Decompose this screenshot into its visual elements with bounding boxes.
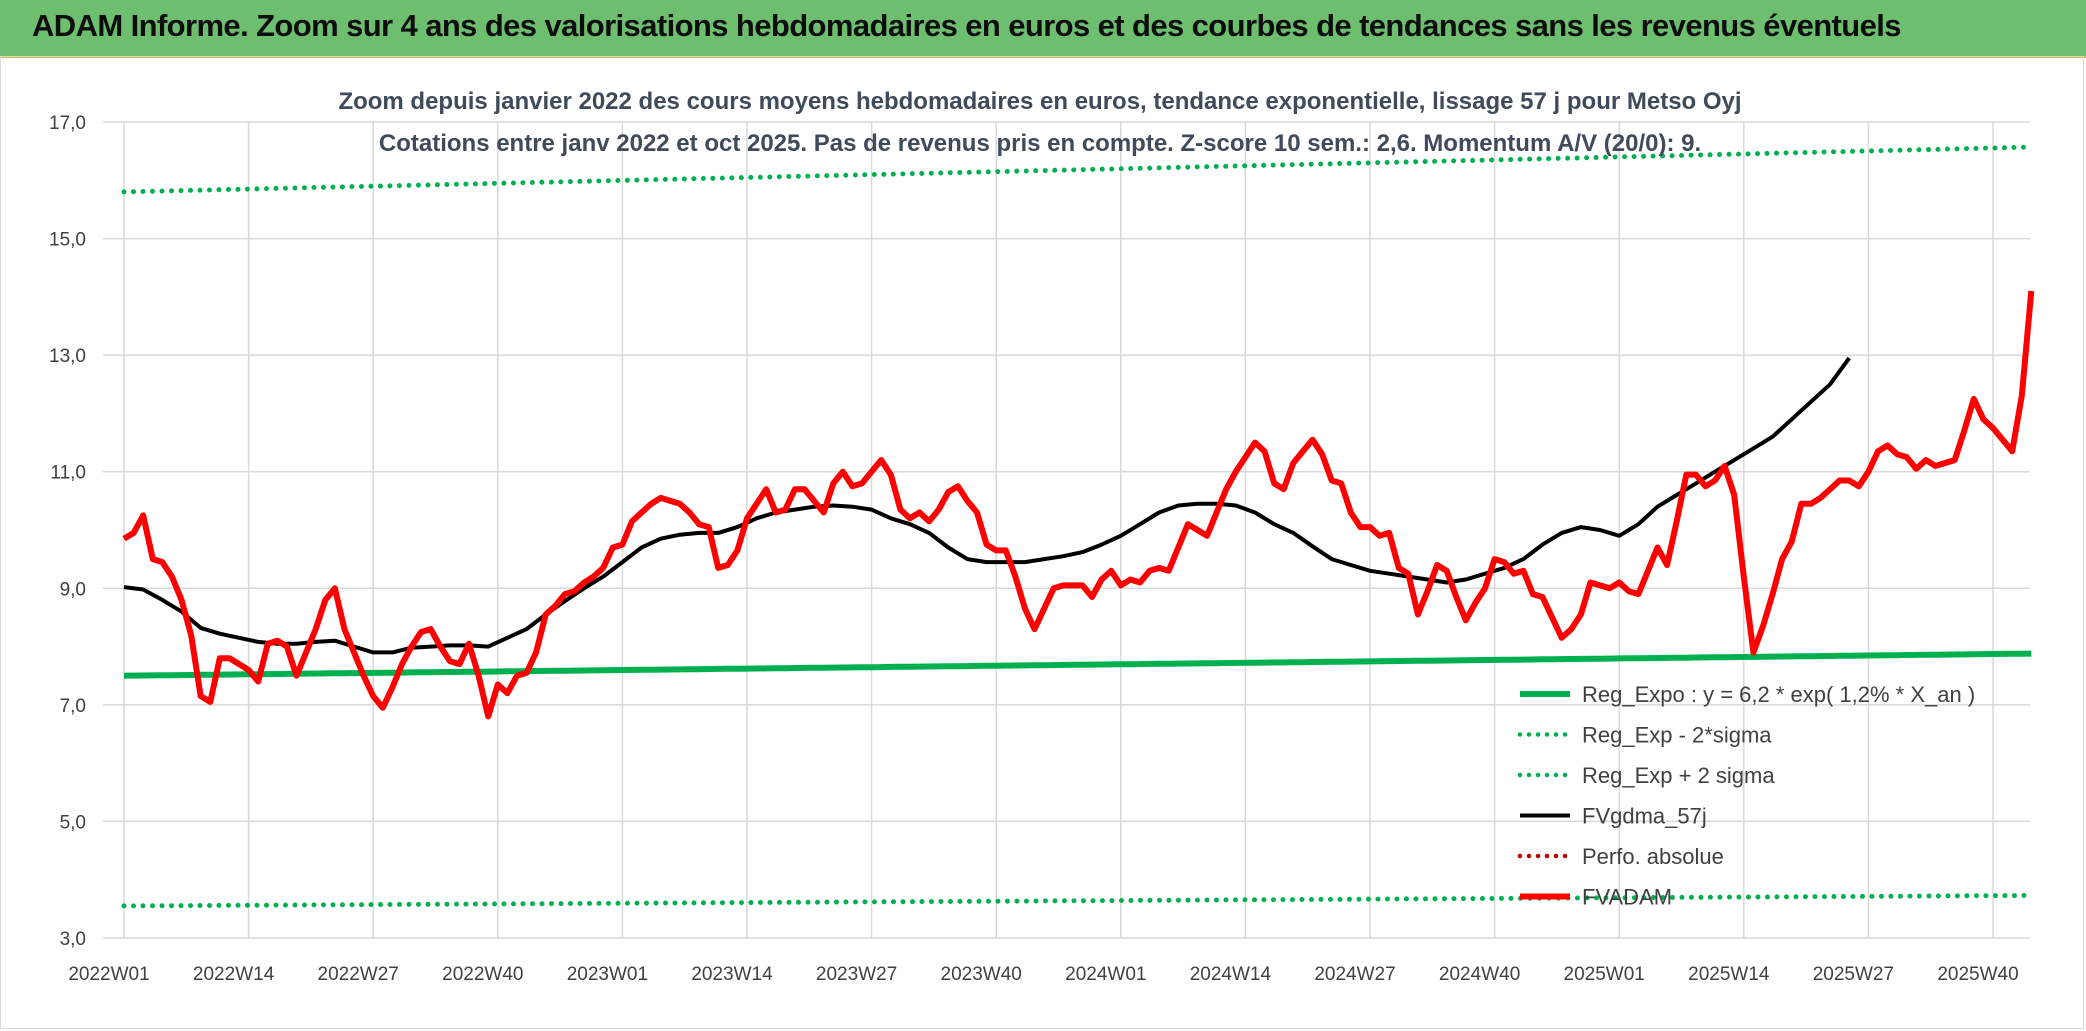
subtitle-line-1: Zoom depuis janvier 2022 des cours moyen… — [338, 88, 1741, 115]
y-tick-label: 3,0 — [60, 929, 86, 950]
series-line-3 — [123, 356, 1851, 655]
y-tick-label: 9,0 — [60, 579, 86, 600]
x-tick-label: 2023W01 — [567, 964, 648, 985]
y-tick-label: 5,0 — [60, 812, 86, 833]
x-tick-label: 2024W01 — [1065, 964, 1146, 985]
x-tick-label: 2022W40 — [442, 964, 523, 985]
legend-label-5: FVADAM — [1582, 885, 1672, 910]
report-banner: ADAM Informe. Zoom sur 4 ans des valoris… — [0, 0, 2086, 58]
x-tick-label: 2024W14 — [1190, 964, 1272, 985]
legend-label-4: Perfo. absolue — [1582, 844, 1724, 869]
x-tick-label: 2025W14 — [1688, 964, 1770, 985]
x-tick-label: 2022W27 — [318, 964, 399, 985]
x-tick-label: 2023W14 — [691, 964, 773, 985]
y-tick-label: 17,0 — [49, 113, 86, 134]
legend-label-0: Reg_Expo : y = 6,2 * exp( 1,2% * X_an ) — [1582, 682, 1975, 707]
y-tick-label: 11,0 — [50, 463, 86, 484]
axes: 3,0 5,0 7,0 9,0 11,0 13,0 15,0 17,0 2022W01 2022W… — [49, 113, 2019, 985]
chart-frame — [0, 56, 2084, 1029]
x-tick-label: 2022W14 — [193, 964, 275, 985]
series-line-5 — [122, 290, 2035, 720]
x-tick-label: 2024W27 — [1314, 964, 1395, 985]
y-tick-label: 7,0 — [60, 696, 86, 717]
chart-subtitle: Zoom depuis janvier 2022 des cours moyen… — [338, 88, 1741, 157]
series-line-1 — [121, 893, 2034, 909]
x-tick-label: 2025W40 — [1937, 964, 2018, 985]
y-tick-label: 15,0 — [49, 230, 86, 251]
x-tick-label: 2025W27 — [1813, 964, 1894, 985]
x-tick-label: 2022W01 — [68, 964, 149, 985]
subtitle-line-2: Cotations entre janv 2022 et oct 2025. P… — [379, 130, 1701, 157]
legend-label-2: Reg_Exp + 2 sigma — [1582, 763, 1775, 788]
report-title: ADAM Informe. Zoom sur 4 ans des valoris… — [32, 8, 1902, 43]
y-tick-label: 13,0 — [49, 346, 86, 367]
legend: Reg_Expo : y = 6,2 * exp( 1,2% * X_an ) R… — [1517, 682, 1975, 910]
x-tick-label: 2024W40 — [1439, 964, 1520, 985]
series — [121, 144, 2035, 909]
x-tick-label: 2025W01 — [1564, 964, 1645, 985]
legend-label-3: FVgdma_57j — [1582, 804, 1707, 829]
series-line-0 — [123, 650, 2032, 679]
legend-label-1: Reg_Exp - 2*sigma — [1582, 723, 1772, 748]
x-tick-label: 2023W40 — [941, 964, 1022, 985]
x-tick-label: 2023W27 — [816, 964, 897, 985]
